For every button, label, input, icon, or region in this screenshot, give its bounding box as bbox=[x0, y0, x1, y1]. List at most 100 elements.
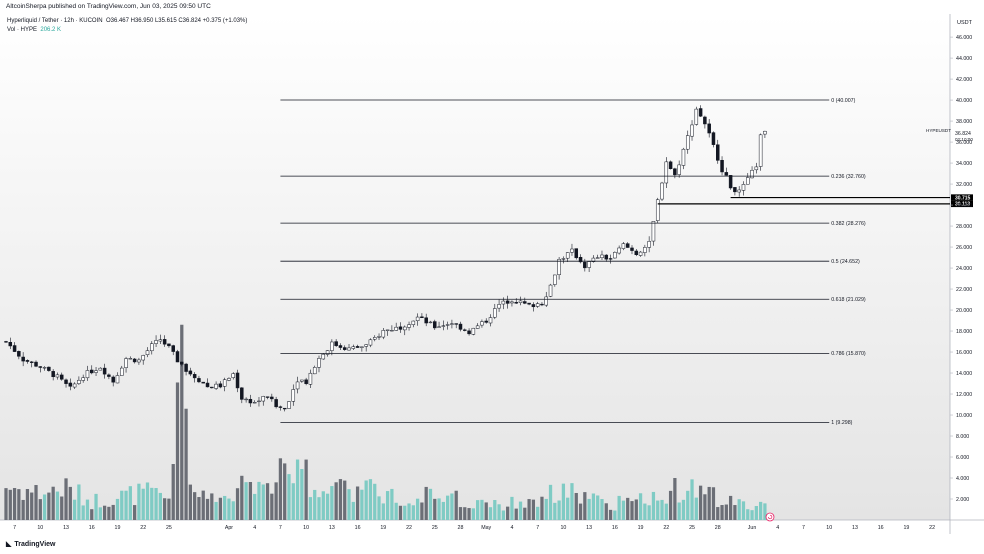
candle-body bbox=[64, 379, 68, 384]
volume-bar bbox=[291, 483, 295, 520]
volume-bar bbox=[94, 493, 98, 520]
volume-bar bbox=[347, 489, 351, 520]
candle-body bbox=[510, 301, 514, 304]
plot-background bbox=[0, 14, 950, 520]
volume-bar bbox=[248, 481, 253, 520]
candle-body bbox=[377, 336, 381, 338]
candle-body bbox=[231, 373, 235, 378]
candle-body bbox=[583, 261, 587, 269]
volume-bar bbox=[433, 498, 437, 520]
fib-retracement[interactable]: 0 (40.007) 0.236 (32.760) 0.382 (28.276) 0.… bbox=[280, 98, 866, 426]
volume-bar bbox=[25, 489, 30, 520]
candle-body bbox=[463, 329, 467, 331]
candle-body bbox=[128, 358, 133, 360]
candle-body bbox=[694, 108, 699, 125]
volume-bar bbox=[720, 505, 724, 520]
candle-body bbox=[265, 396, 270, 398]
candle-body bbox=[398, 326, 403, 330]
candle-body bbox=[338, 345, 343, 348]
volume-bar bbox=[55, 491, 60, 520]
replay-icon[interactable] bbox=[765, 512, 775, 522]
volume-bar bbox=[407, 503, 411, 520]
volume-bar bbox=[120, 490, 124, 520]
volume-bar bbox=[501, 510, 505, 520]
candle-body bbox=[188, 370, 193, 375]
volume-bar bbox=[270, 493, 274, 520]
time-axis-tick-label: 7 bbox=[536, 525, 539, 531]
price-chart[interactable]: USDT 0 (40.007) 0.236 (32.760) 0.382 (28.2… bbox=[0, 14, 984, 540]
candle-body bbox=[728, 175, 733, 189]
volume-bar bbox=[210, 493, 214, 520]
volume-bar bbox=[458, 507, 463, 520]
volume-bar bbox=[694, 497, 698, 520]
volume-bar bbox=[411, 505, 415, 520]
candle-body bbox=[42, 367, 47, 369]
volume-bar bbox=[733, 505, 737, 520]
time-axis-tick-label: Jun bbox=[748, 525, 757, 531]
volume-bar bbox=[17, 489, 21, 520]
price-series bbox=[4, 105, 767, 412]
volume-bar bbox=[660, 499, 664, 520]
candle-body bbox=[685, 135, 690, 150]
candle-body bbox=[12, 345, 17, 352]
candle-body bbox=[17, 351, 21, 357]
candle-body bbox=[175, 351, 180, 363]
legend-volume-value: 206.2 K bbox=[40, 26, 62, 33]
volume-bar bbox=[587, 498, 591, 520]
volume-bar bbox=[85, 499, 90, 520]
volume-bar bbox=[128, 486, 132, 520]
price-axis-tick-label: 36.000 bbox=[956, 140, 972, 146]
candle-body bbox=[535, 303, 540, 307]
volume-bar bbox=[484, 502, 488, 520]
price-axis-tick-label: 30.000 bbox=[956, 203, 972, 209]
candle-body bbox=[171, 345, 175, 352]
time-axis[interactable]: 7 10 13 16 19 22 25 Apr 4 7 10 13 16 19 22 25 28 May 4 7 10 1… bbox=[13, 525, 935, 531]
volume-bar bbox=[634, 499, 638, 520]
volume-bar bbox=[240, 475, 244, 520]
volume-bar bbox=[578, 503, 583, 520]
volume-bar bbox=[154, 488, 158, 520]
time-axis-tick-label: 13 bbox=[852, 525, 858, 531]
tradingview-logo[interactable]: ◣ TradingView bbox=[6, 540, 56, 549]
volume-bar bbox=[741, 501, 746, 520]
candle-body bbox=[394, 326, 398, 331]
candle-body bbox=[746, 177, 750, 185]
time-axis-tick-label: 16 bbox=[612, 525, 618, 531]
volume-bar bbox=[561, 483, 566, 520]
volume-bar bbox=[175, 382, 180, 520]
candle-body bbox=[617, 247, 621, 254]
fib-level-label: 0.786 (15.870) bbox=[831, 351, 866, 357]
time-axis-tick-label: 4 bbox=[510, 525, 513, 531]
candle-body bbox=[758, 134, 763, 167]
candle-body bbox=[385, 329, 390, 332]
candle-body bbox=[240, 387, 244, 400]
volume-bar bbox=[403, 505, 407, 520]
volume-bar bbox=[184, 408, 188, 520]
candle-body bbox=[51, 371, 55, 378]
symbol-legend: Hyperliquid / Tether · 12h · KUCOIN O36.… bbox=[7, 17, 247, 34]
candle-body bbox=[737, 189, 741, 193]
volume-bar bbox=[274, 482, 278, 520]
candle-body bbox=[180, 361, 184, 365]
candle-body bbox=[518, 300, 523, 303]
volume-bar bbox=[463, 507, 467, 520]
price-axis[interactable]: 2.000 4.000 6.000 8.000 10.000 12.000 14.000 16… bbox=[950, 35, 972, 503]
candle-body bbox=[364, 344, 368, 347]
candle-body bbox=[81, 377, 85, 381]
time-axis-tick-label: 10 bbox=[303, 525, 309, 531]
volume-bar bbox=[68, 486, 72, 520]
volume-bar bbox=[283, 463, 287, 520]
volume-bar bbox=[278, 458, 283, 520]
volume-bar bbox=[544, 498, 548, 520]
time-axis-tick-label: 22 bbox=[140, 525, 146, 531]
candle-body bbox=[574, 248, 579, 259]
candle-body bbox=[578, 256, 583, 263]
candle-body bbox=[741, 184, 746, 191]
volume-bar bbox=[724, 504, 728, 520]
candle-body bbox=[433, 321, 437, 329]
candle-body bbox=[733, 187, 737, 193]
time-axis-tick-label: May bbox=[481, 525, 491, 531]
candle-body bbox=[141, 355, 145, 361]
candle-body bbox=[347, 347, 351, 351]
